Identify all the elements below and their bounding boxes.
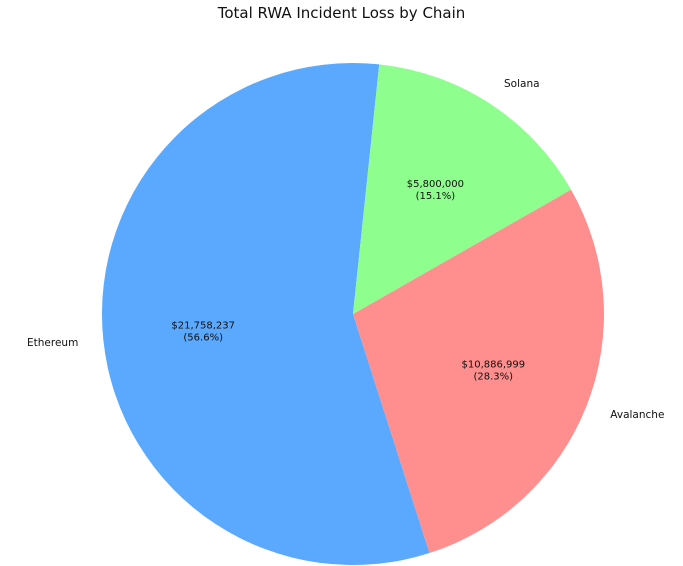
slice-percent-avalanche: (28.3%) <box>474 372 514 383</box>
slice-label-solana: Solana <box>504 78 540 90</box>
slice-value-avalanche: $10,886,999 <box>461 360 525 371</box>
slice-label-ethereum: Ethereum <box>27 337 78 349</box>
slice-percent-solana: (15.1%) <box>416 191 456 202</box>
slice-percent-ethereum: (56.6%) <box>183 332 223 343</box>
slice-value-ethereum: $21,758,237 <box>171 320 235 331</box>
slice-value-solana: $5,800,000 <box>407 179 464 190</box>
pie-slice-ethereum <box>101 63 430 566</box>
pie-slice-avalanche <box>353 189 604 554</box>
pie-slice-solana <box>353 64 572 314</box>
chart-title: Total RWA Incident Loss by Chain <box>217 4 466 22</box>
slice-label-avalanche: Avalanche <box>610 409 664 421</box>
